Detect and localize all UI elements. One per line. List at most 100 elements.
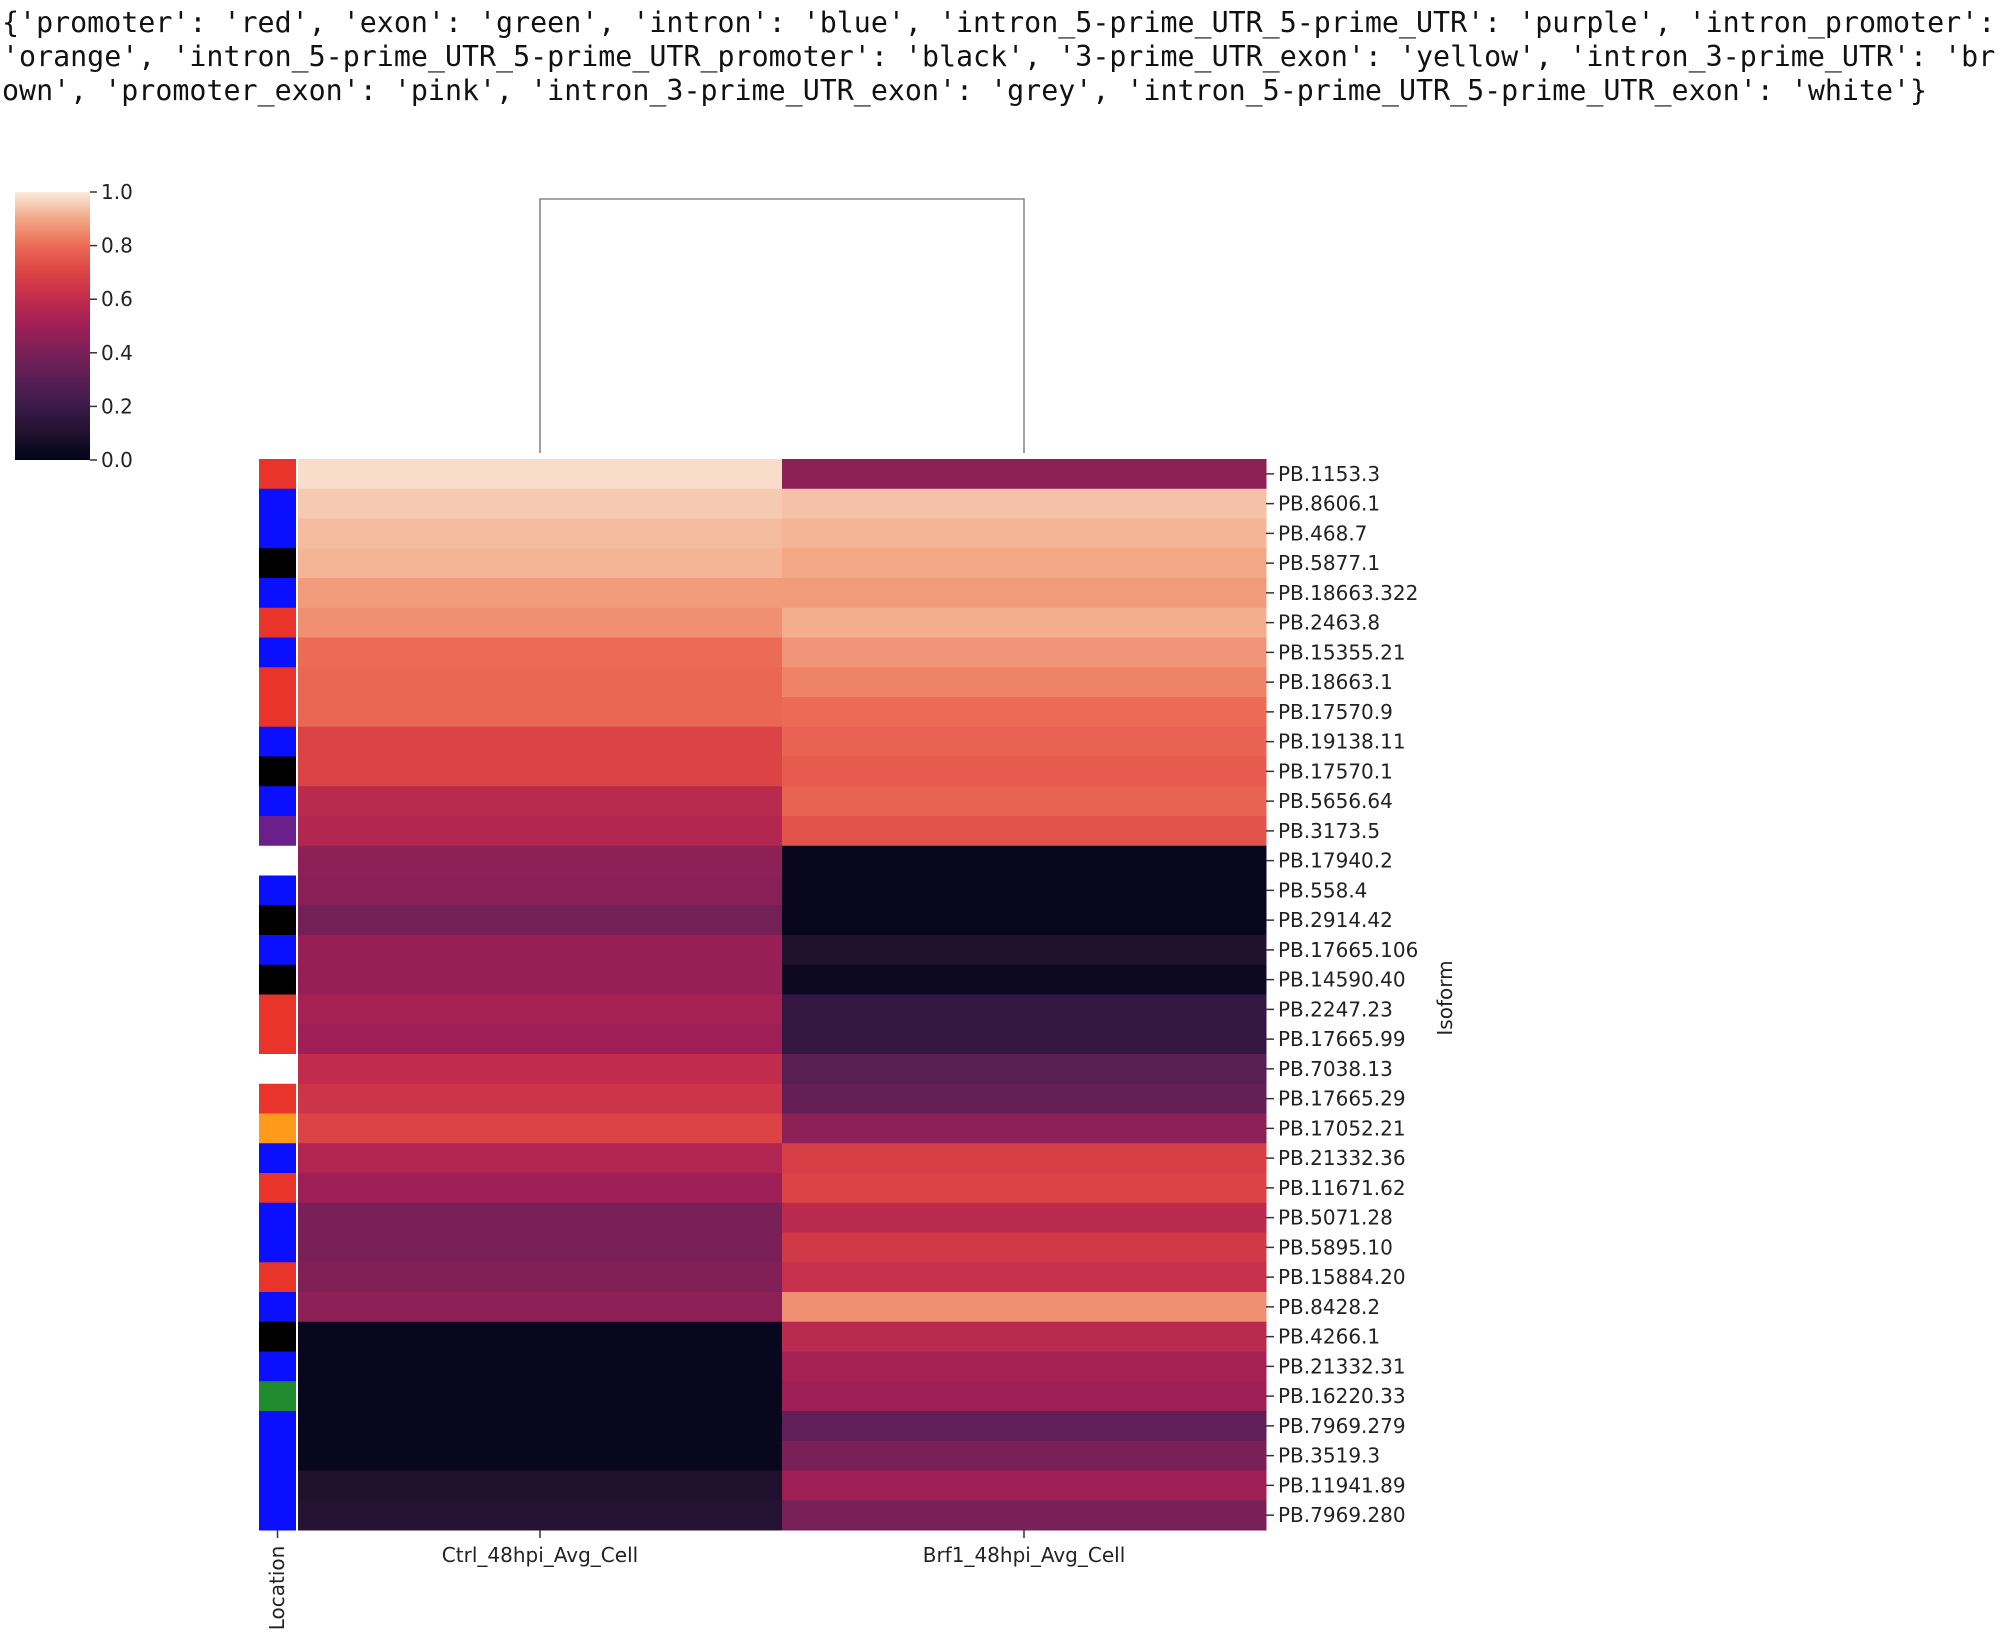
colorbar-tick-label: 0.8 — [101, 234, 133, 258]
column-label: Brf1_48hpi_Avg_Cell — [923, 1543, 1126, 1567]
row-label: PB.2247.23 — [1278, 997, 1393, 1021]
heatmap-cell — [782, 697, 1267, 727]
location-strip-cell — [259, 578, 296, 608]
location-strip-cell — [259, 1054, 296, 1084]
location-strip-cell — [259, 757, 296, 787]
location-annotation-strip — [259, 459, 296, 1531]
row-label: PB.17570.1 — [1278, 759, 1393, 783]
row-label: PB.468.7 — [1278, 521, 1367, 545]
heatmap-cell — [782, 1203, 1267, 1233]
location-strip-cell — [259, 548, 296, 578]
heatmap-cell — [782, 935, 1267, 965]
row-label: PB.18663.1 — [1278, 670, 1393, 694]
location-axis-label: Location — [265, 1546, 289, 1631]
heatmap-cell — [782, 1114, 1267, 1144]
location-strip-cell — [259, 608, 296, 638]
location-strip-cell — [259, 638, 296, 668]
heatmap-cell — [782, 995, 1267, 1025]
column-label: Ctrl_48hpi_Avg_Cell — [442, 1543, 638, 1567]
colorbar-tick-label: 0.6 — [101, 287, 133, 311]
row-label: PB.5071.28 — [1278, 1206, 1393, 1230]
heatmap-cell — [782, 1173, 1267, 1203]
heatmap-cell — [298, 965, 783, 995]
row-label: PB.7969.280 — [1278, 1503, 1406, 1527]
heatmap-cell — [298, 667, 783, 697]
row-label: PB.5656.64 — [1278, 789, 1393, 813]
heatmap-cell — [298, 608, 783, 638]
location-strip-cell — [259, 1322, 296, 1352]
heatmap-cell — [782, 578, 1267, 608]
heatmap-cell — [782, 727, 1267, 757]
location-strip-cell — [259, 1114, 296, 1144]
row-label: PB.21332.31 — [1278, 1354, 1406, 1378]
location-strip-cell — [259, 965, 296, 995]
location-strip-cell — [259, 816, 296, 846]
row-label: PB.19138.11 — [1278, 730, 1406, 754]
location-strip-cell — [259, 1233, 296, 1263]
heatmap-cell — [298, 905, 783, 935]
heatmap-cell — [298, 1173, 783, 1203]
heatmap-cell — [782, 1143, 1267, 1173]
heatmap-cell — [782, 1411, 1267, 1441]
heatmap-cell — [298, 1084, 783, 1114]
row-label: PB.3519.3 — [1278, 1444, 1380, 1468]
heatmap-cell — [298, 697, 783, 727]
heatmap-cell — [782, 489, 1267, 519]
heatmap-cell — [782, 1352, 1267, 1382]
row-label: PB.21332.36 — [1278, 1146, 1406, 1170]
location-strip-cell — [259, 1084, 296, 1114]
heatmap-cell — [298, 1471, 783, 1501]
row-label: PB.8428.2 — [1278, 1295, 1380, 1319]
colorbar-tick-label: 0.0 — [101, 448, 133, 472]
row-label: PB.17665.106 — [1278, 938, 1418, 962]
location-strip-cell — [259, 1292, 296, 1322]
row-label: PB.16220.33 — [1278, 1384, 1406, 1408]
dendrogram-link — [540, 199, 1024, 453]
heatmap-cell — [782, 638, 1267, 668]
heatmap-cell — [782, 548, 1267, 578]
location-strip-cell — [259, 935, 296, 965]
location-strip-cell — [259, 1441, 296, 1471]
location-strip-cell — [259, 459, 296, 489]
heatmap-cell — [298, 578, 783, 608]
colorbar: 0.00.20.40.60.81.0 — [15, 180, 133, 472]
isoform-axis-label: Isoform — [1433, 960, 1457, 1035]
heatmap-cell — [782, 1024, 1267, 1054]
row-label: PB.8606.1 — [1278, 492, 1380, 516]
heatmap-cell — [782, 1500, 1267, 1530]
column-dendrogram — [540, 199, 1024, 453]
row-label: PB.2463.8 — [1278, 611, 1380, 635]
heatmap-cell — [782, 876, 1267, 906]
heatmap-cell — [782, 519, 1267, 549]
location-strip-cell — [259, 697, 296, 727]
heatmap-cell — [298, 1441, 783, 1471]
heatmap-cell — [782, 846, 1267, 876]
heatmap-cell — [298, 638, 783, 668]
location-strip-cell — [259, 1381, 296, 1411]
location-strip-cell — [259, 727, 296, 757]
heatmap-cells — [298, 459, 1267, 1531]
row-label: PB.14590.40 — [1278, 968, 1406, 992]
heatmap-cell — [298, 1143, 783, 1173]
row-label: PB.15355.21 — [1278, 640, 1406, 664]
row-label: PB.18663.322 — [1278, 581, 1418, 605]
heatmap-cell — [298, 757, 783, 787]
heatmap-cell — [782, 1471, 1267, 1501]
heatmap-cell — [298, 786, 783, 816]
heatmap-cell — [298, 1411, 783, 1441]
location-strip-cell — [259, 786, 296, 816]
location-strip-cell — [259, 1500, 296, 1530]
row-label: PB.7969.279 — [1278, 1414, 1406, 1438]
heatmap-cell — [782, 1084, 1267, 1114]
location-strip-cell — [259, 489, 296, 519]
heatmap-cell — [782, 816, 1267, 846]
heatmap-cell — [782, 667, 1267, 697]
colorbar-tick-label: 0.2 — [101, 394, 133, 418]
heatmap-cell — [298, 816, 783, 846]
heatmap-cell — [782, 1322, 1267, 1352]
heatmap-cell — [782, 757, 1267, 787]
heatmap-cell — [298, 1381, 783, 1411]
location-strip-cell — [259, 1173, 296, 1203]
heatmap-cell — [298, 876, 783, 906]
